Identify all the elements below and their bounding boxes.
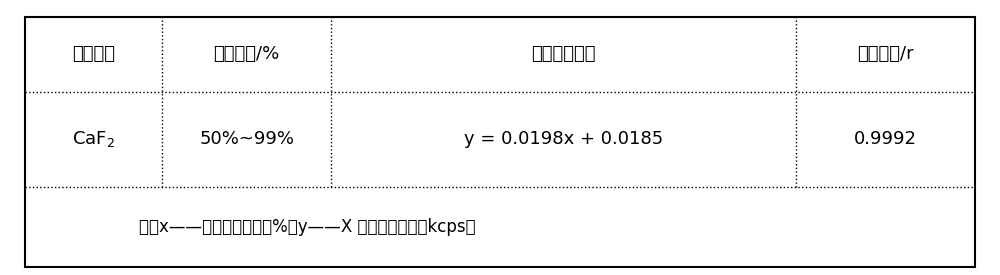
Text: 0.9992: 0.9992 [854, 130, 917, 148]
Text: 分析项目: 分析项目 [72, 45, 115, 63]
Text: y = 0.0198x + 0.0185: y = 0.0198x + 0.0185 [464, 130, 663, 148]
Text: CaF$_2$: CaF$_2$ [72, 129, 115, 149]
Text: 测定范围/%: 测定范围/% [214, 45, 280, 63]
Text: 回归曲线方程: 回归曲线方程 [531, 45, 596, 63]
Text: 相关系数/r: 相关系数/r [857, 45, 914, 63]
Text: 50%~99%: 50%~99% [199, 130, 294, 148]
Text: 注：x——氟化钙的含量，%；y——X 射线荧光强度，kcps。: 注：x——氟化钙的含量，%；y——X 射线荧光强度，kcps。 [139, 218, 476, 236]
